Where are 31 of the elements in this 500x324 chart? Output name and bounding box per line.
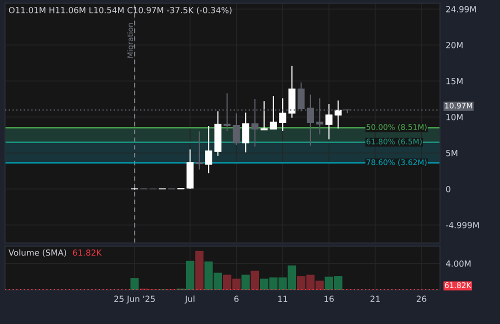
- bar: [195, 250, 204, 290]
- candlestick: [242, 112, 250, 153]
- y-tick-label: 0: [446, 186, 450, 192]
- y-tick-label: -4.999M: [446, 222, 479, 228]
- x-tick-label: 25 Jun '25: [114, 296, 155, 304]
- y-tick-label: 5M: [446, 150, 458, 156]
- y-tick-label: 20M: [446, 42, 463, 48]
- candlestick: [279, 98, 286, 132]
- y-tick-label: 15M: [446, 78, 463, 84]
- bar: [130, 278, 139, 290]
- y-tick-label: 24.99M: [446, 6, 476, 12]
- candlestick: [232, 112, 240, 146]
- x-tick-label: 6: [234, 296, 239, 302]
- candlestick: [205, 125, 212, 174]
- x-tick-label: Jul: [184, 296, 194, 304]
- bar: [241, 274, 250, 290]
- chart-title: Volume (SMA): [8, 249, 66, 257]
- y-tick-label: 10M: [446, 114, 463, 120]
- x-tick-label: 21: [370, 296, 380, 302]
- annotation: 61.82K: [72, 249, 102, 256]
- bar: [250, 270, 260, 290]
- candlestick: [270, 96, 277, 130]
- chart-title: O11.01M H11.06M L10.54M C10.97M -37.5K (-0.34%): [8, 6, 232, 14]
- y-tick-label: 4.00M: [446, 260, 470, 267]
- candlestick: [196, 130, 203, 170]
- x-tick-label: 11: [278, 296, 288, 302]
- x-tick-label: 16: [324, 296, 334, 302]
- x-tick-label: 26: [416, 296, 426, 302]
- candlestick: [260, 100, 268, 131]
- candlestick: [334, 100, 342, 130]
- candlestick: [325, 103, 332, 140]
